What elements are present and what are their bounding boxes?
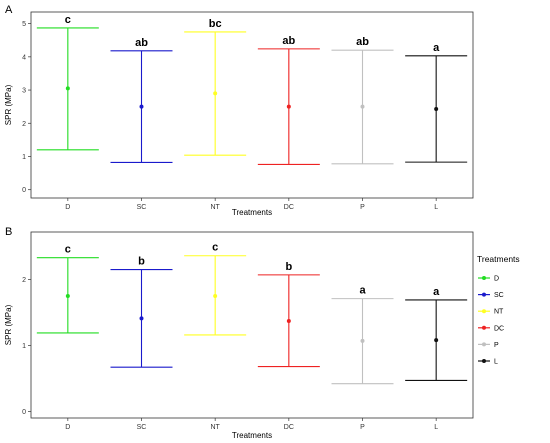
mean-point — [434, 106, 439, 111]
significance-letter: b — [138, 256, 145, 268]
significance-letter: a — [359, 285, 366, 297]
panel-label: B — [5, 226, 12, 238]
y-axis-title: SPR (MPa) — [4, 304, 13, 345]
panel-label: A — [5, 4, 13, 16]
mean-point — [65, 86, 70, 91]
mean-point — [286, 319, 291, 324]
errorbar-P: ab — [331, 36, 394, 165]
y-tick-label: 2 — [22, 121, 26, 128]
legend-item-D: D — [478, 276, 499, 283]
errorbar-D: c — [36, 14, 99, 151]
errorbar-SC: ab — [110, 37, 173, 164]
legend-key-point — [482, 359, 486, 363]
significance-letter: ab — [135, 37, 148, 49]
legend-key-point — [482, 342, 486, 347]
errorbar-D: c — [36, 244, 99, 334]
x-tick-label: SC — [137, 204, 147, 211]
x-tick-label: DC — [284, 424, 294, 431]
errorbar-L: a — [405, 286, 468, 381]
x-tick-label: DC — [284, 204, 294, 211]
legend-key-point — [482, 309, 486, 314]
x-tick-label: L — [434, 424, 438, 431]
mean-point — [139, 104, 144, 109]
mean-point — [360, 338, 365, 343]
significance-letter: ab — [356, 36, 369, 48]
legend-label: L — [494, 359, 498, 366]
mean-point — [434, 338, 439, 343]
mean-point — [360, 104, 365, 109]
errorbar-SC: b — [110, 256, 173, 368]
x-tick-label: SC — [137, 424, 147, 431]
significance-letter: c — [65, 244, 71, 256]
legend-item-P: P — [478, 342, 499, 349]
legend: Treatments D SC NT DC P L — [477, 254, 520, 366]
significance-letter: a — [433, 42, 440, 54]
plot-frame — [30, 231, 474, 419]
errorbar-NT: c — [184, 242, 247, 336]
significance-letter: c — [212, 242, 218, 254]
legend-item-NT: NT — [478, 309, 504, 316]
y-tick-label: 1 — [22, 154, 26, 161]
x-axis-title: Treatments — [232, 208, 272, 217]
y-tick-label: 2 — [22, 277, 26, 284]
mean-point — [139, 316, 144, 321]
y-tick-label: 0 — [22, 409, 26, 416]
panel-B: B 0 1 2 D SC NT DC P L Treatments SPR (MPa) c b c b a a — [4, 226, 474, 440]
y-tick-label: 5 — [22, 21, 26, 28]
y-axis-title: SPR (MPa) — [4, 84, 13, 125]
significance-letter: a — [433, 286, 440, 298]
legend-label: DC — [494, 325, 504, 332]
x-tick-label: D — [65, 424, 70, 431]
legend-item-L: L — [478, 359, 498, 366]
x-tick-label: NT — [210, 424, 220, 431]
significance-letter: bc — [209, 18, 222, 30]
errorbar-DC: ab — [257, 35, 320, 166]
x-tick-label: NT — [210, 204, 220, 211]
legend-label: SC — [494, 292, 504, 299]
errorbar-P: a — [331, 285, 394, 385]
errorbar-NT: bc — [184, 18, 247, 156]
y-tick-label: 1 — [22, 343, 26, 350]
mean-point — [213, 293, 218, 298]
significance-letter: c — [65, 14, 71, 26]
plot-frame — [30, 11, 474, 199]
y-tick-label: 4 — [22, 54, 26, 61]
legend-label: P — [494, 342, 499, 349]
x-axis-title: Treatments — [232, 431, 272, 440]
mean-point — [213, 91, 218, 96]
significance-letter: ab — [282, 35, 295, 47]
legend-title: Treatments — [477, 254, 520, 264]
x-tick-label: L — [434, 204, 438, 211]
legend-key-point — [482, 276, 486, 280]
x-tick-label: D — [65, 204, 70, 211]
y-tick-label: 3 — [22, 88, 26, 95]
errorbar-L: a — [405, 42, 468, 163]
legend-item-DC: DC — [478, 325, 504, 332]
legend-item-SC: SC — [478, 292, 504, 299]
errorbar-DC: b — [257, 261, 320, 368]
y-tick-label: 0 — [22, 187, 26, 194]
mean-point — [286, 104, 291, 109]
x-tick-label: P — [360, 204, 365, 211]
panel-A: A 0 1 2 3 4 5 D SC NT DC P L Treatments SPR (MPa) c ab bc… — [4, 4, 474, 217]
legend-key-point — [482, 292, 486, 297]
significance-letter: b — [285, 261, 292, 273]
legend-label: NT — [494, 309, 504, 316]
mean-point — [65, 293, 70, 298]
legend-label: D — [494, 276, 499, 283]
x-tick-label: P — [360, 424, 365, 431]
legend-key-point — [482, 325, 486, 330]
